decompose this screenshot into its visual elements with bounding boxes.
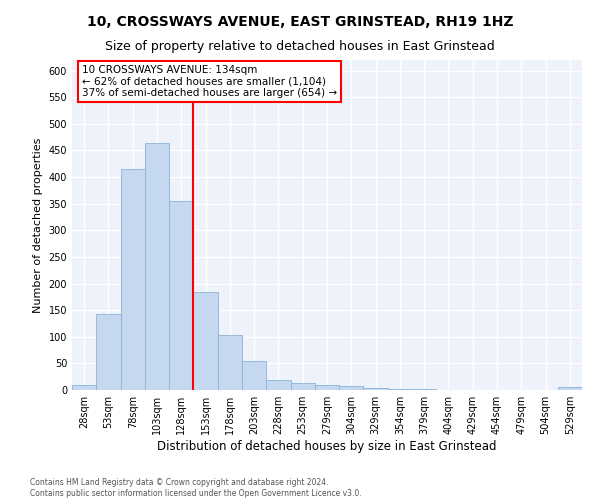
Text: Size of property relative to detached houses in East Grinstead: Size of property relative to detached ho…: [105, 40, 495, 53]
Bar: [121, 169, 145, 390]
Bar: [145, 142, 169, 390]
Y-axis label: Number of detached properties: Number of detached properties: [33, 138, 43, 312]
Text: 10, CROSSWAYS AVENUE, EAST GRINSTEAD, RH19 1HZ: 10, CROSSWAYS AVENUE, EAST GRINSTEAD, RH…: [87, 15, 513, 29]
Bar: [218, 335, 242, 390]
Text: Contains HM Land Registry data © Crown copyright and database right 2024.
Contai: Contains HM Land Registry data © Crown c…: [30, 478, 362, 498]
Bar: [96, 314, 121, 390]
Bar: [339, 386, 364, 390]
Bar: [193, 292, 218, 390]
Bar: [558, 388, 582, 390]
Bar: [315, 384, 339, 390]
Text: 10 CROSSWAYS AVENUE: 134sqm
← 62% of detached houses are smaller (1,104)
37% of : 10 CROSSWAYS AVENUE: 134sqm ← 62% of det…: [82, 65, 337, 98]
Bar: [290, 383, 315, 390]
Bar: [364, 388, 388, 390]
Bar: [266, 380, 290, 390]
Bar: [72, 384, 96, 390]
Bar: [169, 201, 193, 390]
X-axis label: Distribution of detached houses by size in East Grinstead: Distribution of detached houses by size …: [157, 440, 497, 453]
Bar: [242, 360, 266, 390]
